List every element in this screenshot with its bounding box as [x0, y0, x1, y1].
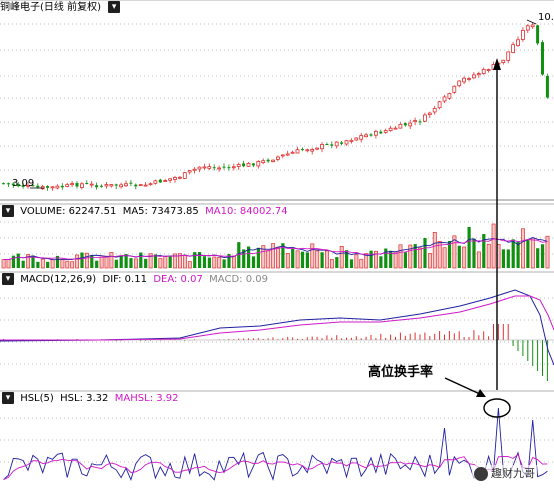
- price-candles: [2, 19, 549, 191]
- macd-settings-button[interactable]: ▾: [2, 273, 14, 285]
- hsl-lines: [3, 407, 548, 482]
- volume-ma-lines: [3, 237, 548, 261]
- volume-bars: [1, 223, 550, 269]
- macd-lines: [0, 289, 554, 366]
- annotation-graphics: [444, 58, 511, 418]
- price-settings-button[interactable]: ▾: [108, 1, 121, 13]
- hsl-settings-button[interactable]: ▾: [2, 392, 14, 404]
- price-grid: [0, 23, 554, 463]
- volume-settings-button[interactable]: ▾: [2, 205, 14, 217]
- macd-histogram: [0, 324, 554, 381]
- panel-dividers: [0, 0, 554, 392]
